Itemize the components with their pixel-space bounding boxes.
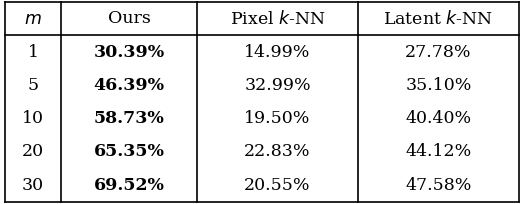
Text: $m$: $m$ — [24, 10, 42, 28]
Text: 14.99%: 14.99% — [244, 43, 311, 61]
Text: 30: 30 — [22, 177, 44, 194]
Text: 20: 20 — [22, 143, 44, 161]
Text: 58.73%: 58.73% — [94, 110, 165, 127]
Text: 35.10%: 35.10% — [405, 77, 472, 94]
Text: Pixel $k$-NN: Pixel $k$-NN — [230, 10, 325, 28]
Text: 65.35%: 65.35% — [94, 143, 165, 161]
Text: 20.55%: 20.55% — [244, 177, 311, 194]
Text: 32.99%: 32.99% — [244, 77, 311, 94]
Text: 40.40%: 40.40% — [405, 110, 472, 127]
Text: 30.39%: 30.39% — [93, 43, 165, 61]
Text: Ours: Ours — [107, 10, 150, 27]
Text: 47.58%: 47.58% — [405, 177, 472, 194]
Text: 69.52%: 69.52% — [94, 177, 165, 194]
Text: 27.78%: 27.78% — [405, 43, 472, 61]
Text: 5: 5 — [28, 77, 39, 94]
Text: Latent $k$-NN: Latent $k$-NN — [383, 10, 494, 28]
Text: 1: 1 — [28, 43, 39, 61]
Text: 44.12%: 44.12% — [405, 143, 472, 161]
Text: 22.83%: 22.83% — [244, 143, 311, 161]
Text: 10: 10 — [22, 110, 44, 127]
Text: 46.39%: 46.39% — [93, 77, 165, 94]
Text: 19.50%: 19.50% — [244, 110, 311, 127]
